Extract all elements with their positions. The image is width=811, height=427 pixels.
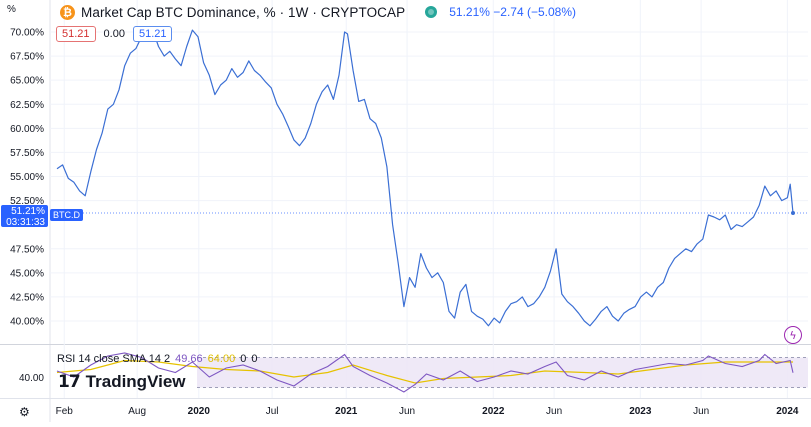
rsi-extra-value-2: 0 bbox=[251, 353, 258, 365]
x-tick-label[interactable]: Aug bbox=[128, 406, 146, 417]
y-tick-label[interactable]: 57.50% bbox=[10, 148, 44, 159]
x-tick-label[interactable]: 2021 bbox=[335, 406, 358, 417]
current-price-value: 51.21% bbox=[11, 206, 45, 217]
lightning-icon[interactable]: ϟ bbox=[784, 326, 802, 344]
sell-value-box[interactable]: 51.21 bbox=[56, 26, 96, 42]
last-point-marker bbox=[791, 211, 795, 216]
y-tick-label[interactable]: 70.00% bbox=[10, 28, 44, 39]
ohlc-values: 51.21 0.00 51.21 bbox=[56, 26, 173, 42]
rsi-value: 49.66 bbox=[175, 353, 203, 365]
x-tick-label[interactable]: 2024 bbox=[776, 406, 799, 417]
bar-countdown: 03:31:33 bbox=[6, 217, 45, 228]
price-scale-unit-label[interactable]: % bbox=[7, 4, 16, 15]
tradingview-logo[interactable]: 17 TradingView bbox=[58, 372, 186, 392]
x-tick-label[interactable]: Jun bbox=[399, 406, 415, 417]
buy-value-box[interactable]: 51.21 bbox=[132, 26, 173, 42]
tradingview-mark-icon: 17 bbox=[58, 372, 81, 392]
y-tick-label[interactable]: 67.50% bbox=[10, 52, 44, 63]
x-tick-label[interactable]: 2020 bbox=[188, 406, 211, 417]
series-name-tag: BTC.D bbox=[50, 209, 83, 221]
y-tick-label[interactable]: 47.50% bbox=[10, 244, 44, 255]
y-tick-label[interactable]: 60.00% bbox=[10, 124, 44, 135]
x-tick-label[interactable]: 2022 bbox=[482, 406, 505, 417]
live-indicator-icon bbox=[425, 6, 438, 18]
series-legend[interactable]: ₿ Market Cap BTC Dominance, % · 1W · CRY… bbox=[60, 3, 576, 21]
y-tick-label[interactable]: 45.00% bbox=[10, 268, 44, 279]
rsi-sma-value: 64.00 bbox=[207, 353, 236, 365]
y-tick-label[interactable]: 42.50% bbox=[10, 292, 44, 303]
rsi-legend[interactable]: RSI 14 close SMA 14 2 49.66 64.00 0 0 bbox=[57, 353, 257, 365]
x-tick-label[interactable]: Jul bbox=[266, 406, 279, 417]
y-tick-label[interactable]: 55.00% bbox=[10, 172, 44, 183]
rsi-indicator-label[interactable]: RSI 14 close SMA 14 2 bbox=[57, 353, 171, 365]
rsi-line[interactable] bbox=[56, 352, 794, 393]
x-tick-label[interactable]: Jun bbox=[693, 406, 709, 417]
rsi-band-fill bbox=[197, 357, 808, 388]
tradingview-wordmark: TradingView bbox=[85, 372, 186, 391]
settings-gear-icon[interactable]: ⚙ bbox=[19, 405, 30, 419]
x-tick-label[interactable]: 2023 bbox=[629, 406, 652, 417]
spread-value: 0.00 bbox=[103, 28, 125, 40]
x-tick-label[interactable]: Feb bbox=[56, 406, 74, 417]
series-line-btc-dominance[interactable] bbox=[56, 29, 794, 327]
y-tick-label[interactable]: 65.00% bbox=[10, 76, 44, 87]
y-tick-label[interactable]: 52.50% bbox=[10, 196, 44, 207]
rsi-sma-line[interactable] bbox=[56, 359, 793, 384]
x-tick-label[interactable]: Jun bbox=[546, 406, 562, 417]
last-value-change: 51.21% −2.74 (−5.08%) bbox=[449, 5, 576, 19]
current-price-tag: 51.21% 03:31:33 bbox=[1, 205, 48, 228]
rsi-extra-value-1: 0 bbox=[240, 353, 247, 365]
y-tick-label[interactable]: 62.50% bbox=[10, 100, 44, 111]
symbol-title[interactable]: Market Cap BTC Dominance, % · 1W · CRYPT… bbox=[81, 4, 406, 20]
rsi-tick-label[interactable]: 40.00 bbox=[19, 373, 44, 384]
bitcoin-logo-icon: ₿ bbox=[60, 4, 75, 20]
y-tick-label[interactable]: 40.00% bbox=[10, 317, 44, 328]
